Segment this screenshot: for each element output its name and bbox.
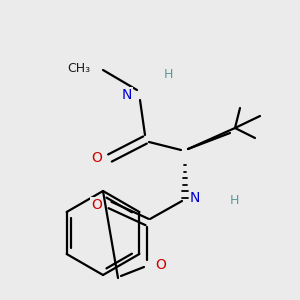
Text: H: H <box>230 194 239 206</box>
Text: CH₃: CH₃ <box>67 61 90 74</box>
Text: O: O <box>91 151 102 165</box>
Text: O: O <box>91 198 102 212</box>
Text: N: N <box>122 88 132 102</box>
Text: H: H <box>163 68 173 82</box>
Text: O: O <box>155 258 166 272</box>
Text: N: N <box>190 191 200 205</box>
